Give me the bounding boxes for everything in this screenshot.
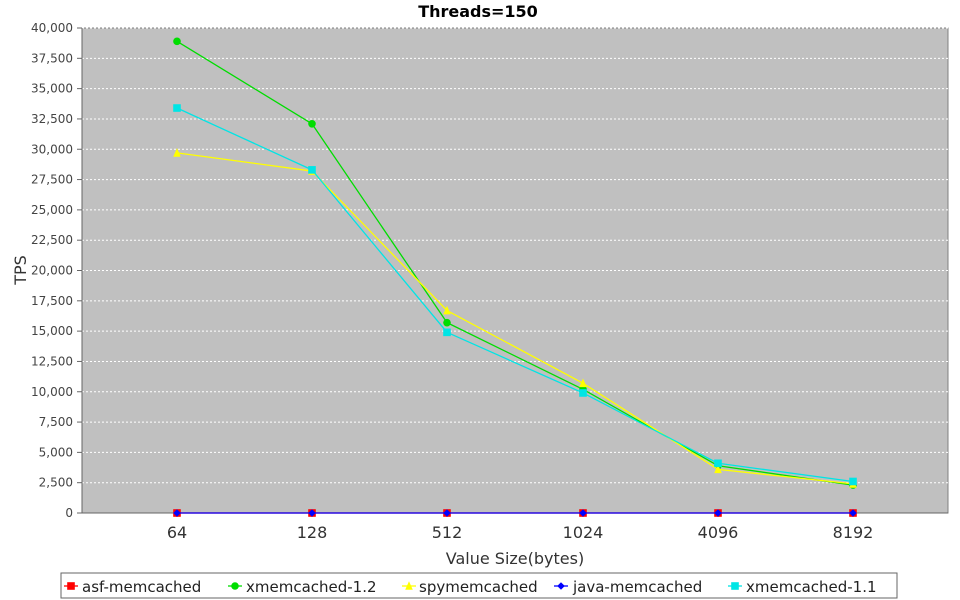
legend-label: java-memcached xyxy=(572,578,702,596)
data-point xyxy=(443,318,451,327)
y-tick-label: 22,500 xyxy=(31,233,73,247)
data-point xyxy=(443,305,451,315)
y-tick-label: 5,000 xyxy=(39,445,73,459)
series-spymemcached xyxy=(173,148,857,488)
x-tick-label: 1024 xyxy=(563,523,604,542)
series-line xyxy=(176,107,854,483)
legend-marker xyxy=(231,582,239,590)
legend-label: xmemcached-1.1 xyxy=(746,578,877,596)
x-tick-label: 512 xyxy=(432,523,463,542)
x-axis-ticks: 64 128 512 1024 4096 8192 xyxy=(167,513,874,542)
legend-marker xyxy=(67,582,75,590)
legend-marker xyxy=(557,582,565,590)
series-lines xyxy=(173,37,857,517)
data-point xyxy=(714,464,722,474)
data-point xyxy=(308,119,316,128)
y-tick-label: 15,000 xyxy=(31,324,73,338)
data-point xyxy=(579,389,587,397)
legend-label: xmemcached-1.2 xyxy=(246,578,377,596)
series-xmemcached-1.1 xyxy=(173,104,857,486)
data-point xyxy=(443,328,451,337)
data-point xyxy=(173,37,181,46)
x-axis-label: Value Size(bytes) xyxy=(446,549,584,568)
data-point xyxy=(579,509,587,517)
y-tick-label: 37,500 xyxy=(31,51,73,65)
legend-marker xyxy=(731,582,739,590)
data-point xyxy=(714,509,722,517)
data-point xyxy=(443,509,451,517)
legend-box xyxy=(60,572,898,599)
series-line xyxy=(176,40,854,486)
data-point xyxy=(308,166,316,174)
y-tick-label: 35,000 xyxy=(31,82,73,96)
y-tick-label: 25,000 xyxy=(31,203,73,217)
series-line xyxy=(176,152,854,485)
data-point xyxy=(173,509,181,517)
chart-title: Threads=150 xyxy=(418,2,538,21)
y-tick-label: 40,000 xyxy=(31,21,73,35)
grid-lines xyxy=(82,27,948,484)
x-tick-label: 8192 xyxy=(833,523,874,542)
legend-label: asf-memcached xyxy=(82,578,201,596)
data-point xyxy=(173,104,181,112)
legend-label: spymemcached xyxy=(419,578,538,596)
legend-item-java-memcached: java-memcached xyxy=(554,578,702,596)
y-tick-label: 27,500 xyxy=(31,173,73,187)
legend-item-xmemcached-1.2: xmemcached-1.2 xyxy=(228,578,377,596)
y-tick-label: 20,000 xyxy=(31,264,73,278)
y-axis-ticks: 0 2,500 5,000 7,500 10,000 12,500 15,000 17,500… xyxy=(31,21,82,520)
y-tick-label: 0 xyxy=(65,506,73,520)
data-point xyxy=(173,148,181,157)
data-point xyxy=(849,477,857,486)
y-tick-label: 2,500 xyxy=(39,476,73,490)
y-axis-label: TPS xyxy=(11,255,30,286)
data-point xyxy=(579,378,587,388)
y-tick-label: 12,500 xyxy=(31,354,73,368)
y-tick-label: 10,000 xyxy=(31,385,73,399)
x-tick-label: 64 xyxy=(167,523,187,542)
data-point xyxy=(849,509,857,517)
legend-item-asf-memcached: asf-memcached xyxy=(64,578,201,596)
y-tick-label: 32,500 xyxy=(31,112,73,126)
legend-marker xyxy=(405,581,413,590)
data-point xyxy=(714,459,722,468)
x-tick-label: 128 xyxy=(297,523,328,542)
series-java-memcached xyxy=(173,509,857,517)
legend-item-spymemcached: spymemcached xyxy=(402,578,538,596)
legend-item-xmemcached-1.1: xmemcached-1.1 xyxy=(728,578,877,596)
x-tick-label: 4096 xyxy=(698,523,739,542)
legend: asf-memcached xmemcached-1.2 spymemcached j… xyxy=(64,578,877,596)
y-tick-label: 17,500 xyxy=(31,294,73,308)
y-tick-label: 30,000 xyxy=(31,142,73,156)
data-point xyxy=(308,509,316,517)
y-tick-label: 7,500 xyxy=(39,415,73,429)
